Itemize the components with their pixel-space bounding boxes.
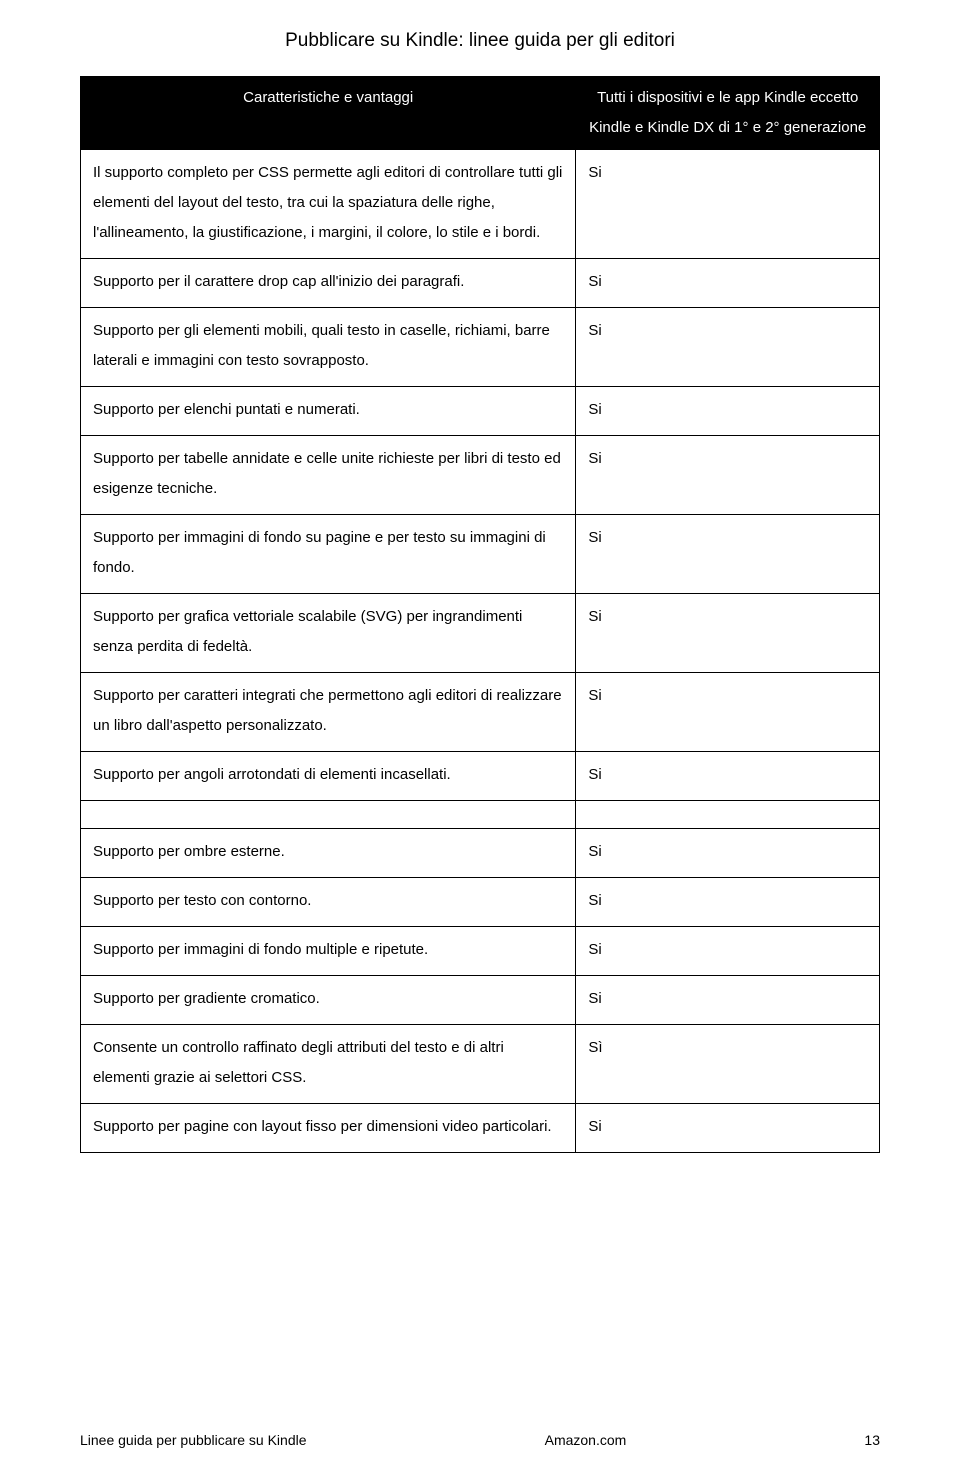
footer-right: 13 [864, 1432, 880, 1448]
feature-cell: Supporto per tabelle annidate e celle un… [81, 436, 576, 515]
table-row: Supporto per ombre esterne.Si [81, 829, 880, 878]
feature-cell: Supporto per il carattere drop cap all'i… [81, 259, 576, 308]
table-row: Supporto per pagine con layout fisso per… [81, 1104, 880, 1153]
value-cell: Si [576, 752, 880, 801]
table-row: Supporto per grafica vettoriale scalabil… [81, 594, 880, 673]
feature-cell: Supporto per immagini di fondo su pagine… [81, 515, 576, 594]
feature-cell: Supporto per grafica vettoriale scalabil… [81, 594, 576, 673]
table-row: Supporto per angoli arrotondati di eleme… [81, 752, 880, 801]
value-cell: Si [576, 1104, 880, 1153]
table-row: Supporto per immagini di fondo multiple … [81, 927, 880, 976]
table-row: Consente un controllo raffinato degli at… [81, 1025, 880, 1104]
table-row: Supporto per elenchi puntati e numerati.… [81, 387, 880, 436]
features-table: Caratteristiche e vantaggi Tutti i dispo… [80, 76, 880, 1153]
column-header-features: Caratteristiche e vantaggi [81, 77, 576, 150]
feature-cell: Supporto per testo con contorno. [81, 878, 576, 927]
table-row: Supporto per testo con contorno.Si [81, 878, 880, 927]
value-cell: Si [576, 976, 880, 1025]
value-cell: Si [576, 878, 880, 927]
value-cell: Si [576, 436, 880, 515]
value-cell: Si [576, 308, 880, 387]
feature-cell: Il supporto completo per CSS permette ag… [81, 150, 576, 259]
table-row: Il supporto completo per CSS permette ag… [81, 150, 880, 259]
value-cell: Si [576, 829, 880, 878]
value-cell: Si [576, 927, 880, 976]
value-cell: Si [576, 150, 880, 259]
feature-cell: Supporto per angoli arrotondati di eleme… [81, 752, 576, 801]
footer-center: Amazon.com [545, 1432, 627, 1448]
value-cell: Si [576, 387, 880, 436]
table-row: Supporto per caratteri integrati che per… [81, 673, 880, 752]
feature-cell: Supporto per elenchi puntati e numerati. [81, 387, 576, 436]
table-row: Supporto per immagini di fondo su pagine… [81, 515, 880, 594]
table-gap-row [81, 801, 880, 829]
table-row: Supporto per il carattere drop cap all'i… [81, 259, 880, 308]
feature-cell: Supporto per immagini di fondo multiple … [81, 927, 576, 976]
column-header-devices: Tutti i dispositivi e le app Kindle ecce… [576, 77, 880, 150]
feature-cell: Supporto per ombre esterne. [81, 829, 576, 878]
feature-cell: Supporto per caratteri integrati che per… [81, 673, 576, 752]
value-cell: Sì [576, 1025, 880, 1104]
page-content: Pubblicare su Kindle: linee guida per gl… [0, 0, 960, 1153]
value-cell: Si [576, 259, 880, 308]
feature-cell: Supporto per pagine con layout fisso per… [81, 1104, 576, 1153]
value-cell: Si [576, 515, 880, 594]
page-footer: Linee guida per pubblicare su Kindle Ama… [80, 1432, 880, 1448]
value-cell: Si [576, 673, 880, 752]
document-title: Pubblicare su Kindle: linee guida per gl… [80, 30, 880, 52]
table-header-row: Caratteristiche e vantaggi Tutti i dispo… [81, 77, 880, 150]
feature-cell: Consente un controllo raffinato degli at… [81, 1025, 576, 1104]
table-row: Supporto per tabelle annidate e celle un… [81, 436, 880, 515]
footer-left: Linee guida per pubblicare su Kindle [80, 1432, 307, 1448]
feature-cell: Supporto per gli elementi mobili, quali … [81, 308, 576, 387]
value-cell: Si [576, 594, 880, 673]
table-row: Supporto per gradiente cromatico.Si [81, 976, 880, 1025]
feature-cell: Supporto per gradiente cromatico. [81, 976, 576, 1025]
table-row: Supporto per gli elementi mobili, quali … [81, 308, 880, 387]
